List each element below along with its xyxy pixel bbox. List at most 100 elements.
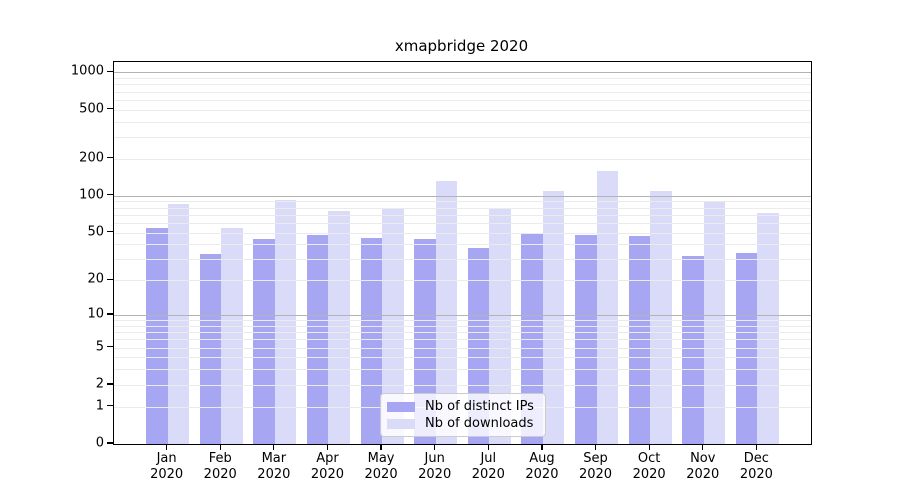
y-tick-label: 5 (95, 339, 104, 355)
x-tick (326, 444, 329, 451)
bar-downloads-nov (703, 201, 726, 444)
x-tick-month: Jul (480, 451, 497, 466)
x-tick-year: 2020 (418, 466, 452, 482)
x-tick-label-nov: Nov 2020 (671, 451, 735, 482)
x-tick (166, 444, 168, 451)
x-tick-label-mar: Mar 2020 (242, 451, 306, 482)
bar-downloads-oct (650, 190, 672, 444)
gridline-minor (114, 207, 811, 209)
y-tick-label: 2 (95, 376, 104, 392)
gridline-minor (114, 91, 811, 93)
gridline-major (114, 195, 811, 197)
gridline-major (114, 72, 811, 74)
x-tick (219, 444, 221, 451)
y-tick (107, 194, 113, 196)
gridline-minor (114, 137, 811, 139)
gridline-minor (114, 339, 811, 341)
bar-distinct-ips-may (360, 238, 383, 444)
legend-entry-downloads: Nb of downloads (387, 417, 537, 430)
x-tick-year: 2020 (739, 466, 773, 482)
gridline-minor (114, 369, 811, 371)
x-tick-month: Dec (743, 451, 769, 466)
x-tick-year: 2020 (150, 466, 184, 482)
x-tick-year: 2020 (310, 466, 344, 482)
x-tick-label-feb: Feb 2020 (188, 451, 252, 482)
x-tick-month: Sep (583, 451, 608, 466)
gridline-minor (114, 121, 811, 123)
gridline-minor (114, 201, 811, 203)
y-tick (107, 230, 113, 233)
y-tick (107, 157, 113, 159)
x-tick-month: Nov (690, 451, 716, 466)
gridline-minor (114, 244, 811, 246)
gridline-minor (114, 384, 811, 386)
x-tick (755, 444, 757, 451)
x-tick-label-oct: Oct 2020 (617, 451, 681, 482)
gridline-minor (114, 320, 811, 322)
y-tick (107, 108, 113, 110)
x-tick-month: Apr (316, 451, 339, 466)
x-tick-label-jul: Jul 2020 (456, 451, 520, 482)
gridline-minor (114, 325, 811, 327)
bar-downloads-aug (542, 191, 565, 444)
chart-title: xmapbridge 2020 (394, 37, 529, 55)
y-tick-label: 50 (87, 224, 104, 240)
bar-distinct-ips-mar (253, 239, 275, 444)
bar-distinct-ips-aug (521, 233, 543, 444)
y-tick (107, 313, 113, 315)
x-tick-year: 2020 (525, 466, 559, 482)
y-tick (107, 70, 113, 73)
legend: Nb of distinct IPs Nb of downloads (380, 393, 546, 437)
y-tick-label: 100 (79, 187, 104, 203)
x-tick-month: Feb (208, 451, 232, 466)
x-tick-year: 2020 (632, 466, 666, 482)
x-tick-month: May (367, 451, 395, 466)
bar-distinct-ips-jan (146, 228, 168, 444)
y-tick-label: 0 (95, 435, 104, 451)
bar-downloads-mar (274, 199, 297, 444)
y-tick (107, 383, 113, 385)
x-tick-year: 2020 (471, 466, 505, 482)
gridline-major (114, 315, 811, 317)
y-tick (107, 405, 113, 407)
legend-label-distinct-ips: Nb of distinct IPs (425, 399, 534, 414)
x-tick (648, 444, 650, 451)
x-tick-label-apr: Apr 2020 (295, 451, 359, 482)
x-tick (487, 444, 489, 451)
bar-downloads-jan (167, 204, 190, 444)
x-tick-label-dec: Dec 2020 (724, 451, 788, 482)
gridline-minor (114, 259, 811, 261)
plot-area (113, 61, 812, 445)
legend-swatch-downloads (387, 418, 415, 429)
x-tick (434, 444, 436, 451)
gridline-minor (114, 78, 811, 80)
x-tick-label-jan: Jan 2020 (135, 451, 199, 482)
x-tick-year: 2020 (686, 466, 720, 482)
x-tick-label-jun: Jun 2020 (403, 451, 467, 482)
y-tick-label: 20 (87, 271, 104, 287)
legend-entry-distinct-ips: Nb of distinct IPs (387, 400, 537, 413)
x-tick-month: Oct (637, 451, 661, 466)
x-tick-label-sep: Sep 2020 (564, 451, 628, 482)
x-tick-year: 2020 (364, 466, 398, 482)
bar-downloads-feb (221, 227, 243, 444)
gridline-minor (114, 214, 811, 216)
legend-swatch-distinct-ips (387, 401, 415, 412)
y-tick (107, 346, 113, 348)
bar-downloads-jun (435, 180, 458, 444)
y-tick-label: 1 (95, 398, 104, 414)
x-tick (380, 444, 382, 451)
bar-distinct-ips-nov (682, 255, 704, 444)
x-tick-year: 2020 (203, 466, 237, 482)
x-tick (273, 444, 275, 451)
x-tick-month: Aug (529, 451, 555, 466)
bar-downloads-dec (757, 212, 779, 444)
x-tick-year: 2020 (257, 466, 291, 482)
y-tick-label: 500 (79, 101, 104, 117)
gridline-minor (114, 158, 811, 160)
gridline-minor (114, 232, 811, 234)
y-tick (107, 442, 113, 444)
gridline-minor (114, 99, 811, 101)
legend-label-downloads: Nb of downloads (425, 416, 534, 431)
